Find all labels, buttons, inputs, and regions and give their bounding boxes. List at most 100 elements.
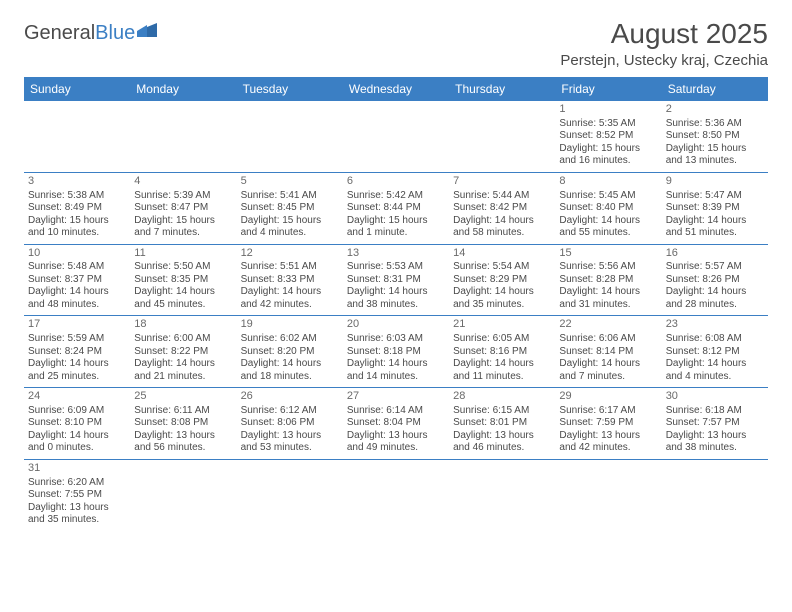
daylight-text: and 14 minutes. [347, 371, 445, 384]
logo: GeneralBlue [24, 22, 159, 45]
calendar-cell: 19Sunrise: 6:02 AMSunset: 8:20 PMDayligh… [237, 316, 343, 387]
calendar-page: GeneralBlue August 2025 Perstejn, Usteck… [0, 0, 792, 531]
daylight-text: Daylight: 15 hours [28, 215, 126, 228]
daylight-text: and 35 minutes. [453, 299, 551, 312]
daylight-text: Daylight: 14 hours [559, 286, 657, 299]
calendar-cell: 17Sunrise: 5:59 AMSunset: 8:24 PMDayligh… [24, 316, 130, 387]
daylight-text: and 11 minutes. [453, 371, 551, 384]
daylight-text: and 42 minutes. [559, 442, 657, 455]
calendar-cell-empty [130, 460, 236, 531]
sunset-text: Sunset: 8:20 PM [241, 346, 339, 359]
sunrise-text: Sunrise: 5:48 AM [28, 261, 126, 274]
daylight-text: and 46 minutes. [453, 442, 551, 455]
sunrise-text: Sunrise: 6:12 AM [241, 405, 339, 418]
calendar-header-row: Sunday Monday Tuesday Wednesday Thursday… [24, 77, 768, 101]
day-number: 2 [666, 103, 764, 117]
sunrise-text: Sunrise: 6:06 AM [559, 333, 657, 346]
daylight-text: Daylight: 14 hours [666, 286, 764, 299]
daylight-text: Daylight: 14 hours [241, 286, 339, 299]
calendar-cell: 20Sunrise: 6:03 AMSunset: 8:18 PMDayligh… [343, 316, 449, 387]
calendar-cell: 7Sunrise: 5:44 AMSunset: 8:42 PMDaylight… [449, 173, 555, 244]
daylight-text: Daylight: 13 hours [28, 502, 126, 515]
calendar-week: 31Sunrise: 6:20 AMSunset: 7:55 PMDayligh… [24, 460, 768, 531]
daylight-text: and 42 minutes. [241, 299, 339, 312]
daylight-text: and 31 minutes. [559, 299, 657, 312]
page-title: August 2025 [560, 18, 768, 50]
sunrise-text: Sunrise: 5:41 AM [241, 190, 339, 203]
day-header: Monday [130, 77, 236, 101]
daylight-text: and 13 minutes. [666, 155, 764, 168]
sunset-text: Sunset: 8:40 PM [559, 202, 657, 215]
day-header: Tuesday [237, 77, 343, 101]
daylight-text: and 38 minutes. [666, 442, 764, 455]
day-number: 27 [347, 390, 445, 404]
sunrise-text: Sunrise: 5:59 AM [28, 333, 126, 346]
sunset-text: Sunset: 8:47 PM [134, 202, 232, 215]
daylight-text: and 48 minutes. [28, 299, 126, 312]
calendar-cell: 22Sunrise: 6:06 AMSunset: 8:14 PMDayligh… [555, 316, 661, 387]
calendar-week: 10Sunrise: 5:48 AMSunset: 8:37 PMDayligh… [24, 245, 768, 317]
sunrise-text: Sunrise: 6:20 AM [28, 477, 126, 490]
daylight-text: Daylight: 14 hours [134, 286, 232, 299]
calendar-cell: 24Sunrise: 6:09 AMSunset: 8:10 PMDayligh… [24, 388, 130, 459]
page-subtitle: Perstejn, Ustecky kraj, Czechia [560, 52, 768, 69]
calendar-cell: 3Sunrise: 5:38 AMSunset: 8:49 PMDaylight… [24, 173, 130, 244]
daylight-text: and 53 minutes. [241, 442, 339, 455]
sunset-text: Sunset: 8:44 PM [347, 202, 445, 215]
daylight-text: and 55 minutes. [559, 227, 657, 240]
calendar-cell: 21Sunrise: 6:05 AMSunset: 8:16 PMDayligh… [449, 316, 555, 387]
daylight-text: and 49 minutes. [347, 442, 445, 455]
calendar-cell: 12Sunrise: 5:51 AMSunset: 8:33 PMDayligh… [237, 245, 343, 316]
day-number: 10 [28, 247, 126, 261]
sunset-text: Sunset: 8:49 PM [28, 202, 126, 215]
sunset-text: Sunset: 8:04 PM [347, 417, 445, 430]
sunrise-text: Sunrise: 6:17 AM [559, 405, 657, 418]
sunset-text: Sunset: 8:31 PM [347, 274, 445, 287]
daylight-text: Daylight: 14 hours [241, 358, 339, 371]
sunset-text: Sunset: 8:33 PM [241, 274, 339, 287]
day-number: 11 [134, 247, 232, 261]
daylight-text: Daylight: 14 hours [28, 286, 126, 299]
calendar-cell-empty [343, 101, 449, 172]
day-header: Wednesday [343, 77, 449, 101]
flag-icon [137, 22, 159, 45]
calendar-cell: 2Sunrise: 5:36 AMSunset: 8:50 PMDaylight… [662, 101, 768, 172]
calendar-cell: 4Sunrise: 5:39 AMSunset: 8:47 PMDaylight… [130, 173, 236, 244]
calendar-cell: 27Sunrise: 6:14 AMSunset: 8:04 PMDayligh… [343, 388, 449, 459]
daylight-text: and 51 minutes. [666, 227, 764, 240]
day-number: 24 [28, 390, 126, 404]
sunrise-text: Sunrise: 5:51 AM [241, 261, 339, 274]
daylight-text: and 0 minutes. [28, 442, 126, 455]
sunset-text: Sunset: 8:52 PM [559, 130, 657, 143]
sunset-text: Sunset: 8:39 PM [666, 202, 764, 215]
sunset-text: Sunset: 8:42 PM [453, 202, 551, 215]
calendar-week: 17Sunrise: 5:59 AMSunset: 8:24 PMDayligh… [24, 316, 768, 388]
calendar-cell-empty [237, 460, 343, 531]
sunset-text: Sunset: 8:50 PM [666, 130, 764, 143]
sunrise-text: Sunrise: 5:50 AM [134, 261, 232, 274]
day-number: 17 [28, 318, 126, 332]
day-number: 25 [134, 390, 232, 404]
sunrise-text: Sunrise: 6:18 AM [666, 405, 764, 418]
day-number: 13 [347, 247, 445, 261]
day-number: 31 [28, 462, 126, 476]
daylight-text: Daylight: 14 hours [28, 430, 126, 443]
daylight-text: Daylight: 14 hours [559, 358, 657, 371]
daylight-text: Daylight: 15 hours [347, 215, 445, 228]
day-number: 19 [241, 318, 339, 332]
day-number: 7 [453, 175, 551, 189]
sunset-text: Sunset: 7:57 PM [666, 417, 764, 430]
calendar-cell-empty [343, 460, 449, 531]
daylight-text: Daylight: 14 hours [134, 358, 232, 371]
daylight-text: Daylight: 14 hours [347, 358, 445, 371]
daylight-text: and 21 minutes. [134, 371, 232, 384]
sunrise-text: Sunrise: 5:47 AM [666, 190, 764, 203]
sunset-text: Sunset: 8:12 PM [666, 346, 764, 359]
calendar-week: 24Sunrise: 6:09 AMSunset: 8:10 PMDayligh… [24, 388, 768, 460]
header: GeneralBlue August 2025 Perstejn, Usteck… [24, 18, 768, 69]
sunset-text: Sunset: 8:08 PM [134, 417, 232, 430]
day-number: 21 [453, 318, 551, 332]
sunrise-text: Sunrise: 5:38 AM [28, 190, 126, 203]
calendar-cell-empty [662, 460, 768, 531]
calendar-cell-empty [555, 460, 661, 531]
